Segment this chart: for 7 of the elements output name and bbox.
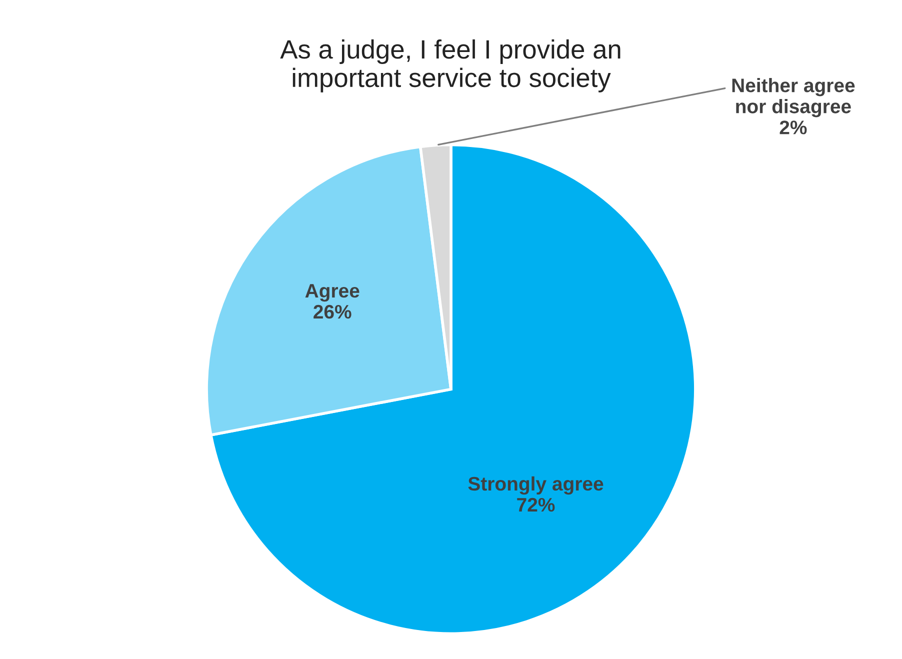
slice-label: Neither agree nor disagree [732,78,855,118]
chart-title: As a judge, I feel I provide an important service to society [280,39,620,92]
data-label: 26% [314,304,352,319]
data-label: 72% [517,498,555,512]
slice-label: Agree [305,284,360,302]
data-label: 2% [780,120,807,134]
slice-label: Strongly agree [468,476,604,495]
